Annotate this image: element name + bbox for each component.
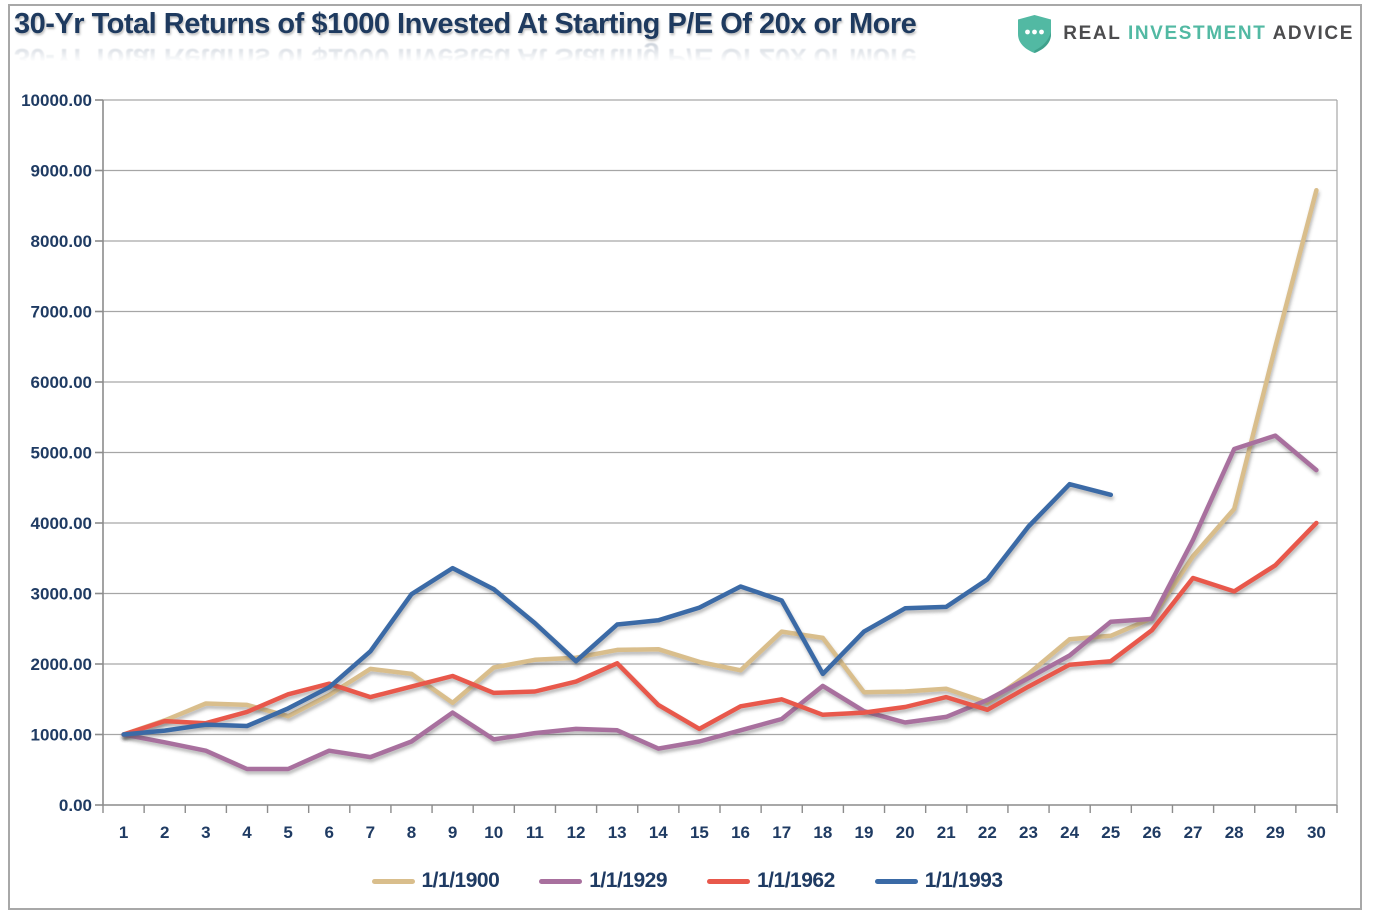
x-axis-tick-label: 13 [608,823,627,842]
legend-item: 1/1/1962 [707,869,835,893]
brand-logo: REAL INVESTMENT ADVICE [1018,15,1354,53]
x-axis-tick-label: 26 [1142,823,1161,842]
brand-word-advice: ADVICE [1272,23,1354,44]
x-axis-tick-label: 14 [649,823,668,842]
x-axis-tick-label: 28 [1225,823,1244,842]
x-axis-tick-label: 27 [1184,823,1203,842]
x-axis-tick-label: 5 [283,823,292,842]
chart-title-reflection: 30-Yr Total Returns of $1000 Invested At… [14,42,917,74]
legend-swatch [371,878,415,884]
y-axis-tick-label: 5000.00 [31,444,92,463]
x-axis-tick-label: 1 [119,823,128,842]
legend-label: 1/1/1900 [421,869,500,892]
brand-name: REAL INVESTMENT ADVICE [1063,23,1354,45]
x-axis-tick-label: 2 [160,823,169,842]
y-axis-tick-label: 4000.00 [31,514,92,533]
chart-frame [8,4,1362,910]
brand-word-real: REAL [1063,23,1122,44]
series-line-1-1-1962 [121,520,1319,737]
x-axis-tick-label: 12 [567,823,586,842]
x-axis-tick-label: 19 [855,823,874,842]
x-axis-tick-label: 16 [731,823,750,842]
x-axis-tick-label: 4 [242,823,252,842]
x-axis-tick-label: 24 [1060,823,1079,842]
y-axis-tick-label: 1000.00 [31,726,92,745]
y-axis-tick-label: 8000.00 [31,232,92,251]
x-axis-tick-label: 17 [772,823,791,842]
x-axis-tick-label: 11 [526,823,544,842]
x-axis-tick-label: 30 [1307,823,1326,842]
x-axis-tick-label: 29 [1266,823,1285,842]
brand-word-investment: INVESTMENT [1127,23,1267,44]
series-line-1-1-1929 [121,433,1319,772]
y-axis-tick-label: 9000.00 [31,162,92,181]
x-axis-tick-label: 21 [937,823,956,842]
y-axis-tick-label: 0.00 [59,796,92,815]
x-axis-tick-label: 9 [448,823,457,842]
x-axis-tick-label: 25 [1101,823,1120,842]
x-axis-tick-label: 18 [813,823,832,842]
shield-icon [1018,15,1052,53]
series-line-1-1-1993 [121,481,1114,737]
x-axis-tick-label: 23 [1019,823,1038,842]
legend-swatch [874,878,918,884]
x-axis-tick-label: 3 [201,823,210,842]
legend-label: 1/1/1993 [924,869,1003,892]
legend-label: 1/1/1929 [589,869,667,892]
legend-item: 1/1/1929 [539,869,667,893]
legend-item: 1/1/1993 [874,869,1003,893]
x-axis-tick-label: 20 [896,823,915,842]
x-axis-tick-label: 7 [366,823,375,842]
y-axis-tick-label: 2000.00 [31,655,92,674]
legend-swatch [707,878,750,884]
y-axis-tick-label: 7000.00 [31,303,92,322]
legend-swatch [539,878,583,884]
y-axis-tick-label: 6000.00 [31,373,92,392]
legend-label: 1/1/1962 [757,869,835,892]
x-axis-tick-label: 15 [690,823,709,842]
chart-legend: 1/1/1900 1/1/1929 1/1/1962 1/1/1993 [0,861,1374,901]
x-axis-tick-label: 22 [978,823,997,842]
y-axis-tick-label: 3000.00 [31,585,92,604]
x-axis-tick-label: 8 [407,823,416,842]
series-line-1-1-1900 [121,187,1319,737]
y-axis-tick-label: 10000.00 [21,91,92,110]
x-axis-tick-label: 6 [324,823,333,842]
chart-title: 30-Yr Total Returns of $1000 Invested At… [14,8,917,40]
legend-item: 1/1/1900 [371,869,500,893]
x-axis-tick-label: 10 [484,823,503,842]
